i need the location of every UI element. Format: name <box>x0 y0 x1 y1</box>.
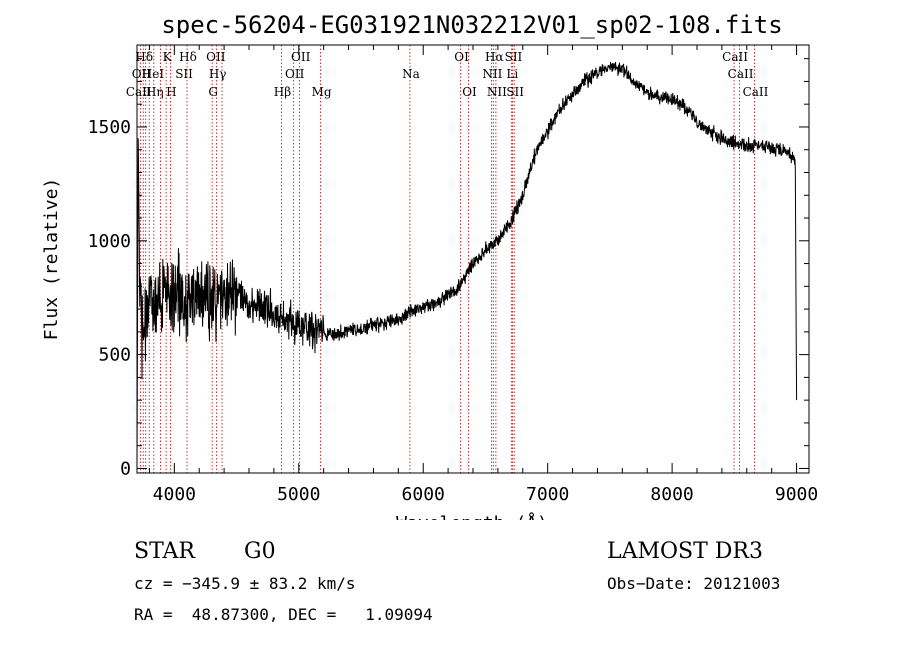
x-tick-label: 4000 <box>153 484 196 505</box>
y-axis: 0 500 1000 1500 <box>88 58 809 479</box>
marker-label: CaII <box>728 67 754 81</box>
marker-label: SII <box>505 50 523 64</box>
marker-label: NII <box>482 67 502 81</box>
marker-label: Mg <box>312 85 332 99</box>
marker-label: Hγ <box>209 67 227 81</box>
y-tick-label: 1500 <box>88 117 131 138</box>
marker-label: HeI <box>142 67 165 81</box>
y-tick-label: 1000 <box>88 231 131 252</box>
marker-label: H <box>166 85 176 99</box>
chart-title: spec-56204-EG031921N032212V01_sp02-108.f… <box>161 11 782 39</box>
survey-name: LAMOST DR3 <box>607 539 763 564</box>
x-tick-label: 6000 <box>402 484 445 505</box>
y-tick-label: 500 <box>98 345 131 366</box>
object-type: STAR <box>134 539 195 564</box>
marker-label: CaII <box>722 50 748 64</box>
marker-label: CaII <box>126 85 152 99</box>
marker-label: Hβ <box>274 85 291 99</box>
marker-label: Li <box>506 67 518 81</box>
y-axis-label: Flux (relative) <box>41 178 62 341</box>
obs-date: Obs−Date: 20121003 <box>607 574 781 593</box>
x-tick-label: 9000 <box>775 484 818 505</box>
marker-label: SII <box>175 67 193 81</box>
marker-label: K <box>163 50 173 64</box>
x-axis: 4000 5000 6000 7000 8000 9000 <box>148 45 818 505</box>
marker-label: SII <box>506 85 524 99</box>
marker-label: NII <box>487 85 507 99</box>
marker-label: Hη <box>146 85 164 99</box>
x-axis-label: Wavelength (Å) <box>396 512 548 520</box>
marker-label: OI <box>454 50 469 64</box>
marker-label: Hδ <box>135 50 153 64</box>
marker-label: OI <box>462 85 477 99</box>
marker-label: Hδ <box>179 50 197 64</box>
coordinates: RA = 48.87300, DEC = 1.09094 <box>134 605 433 624</box>
spectrum-plot: spec-56204-EG031921N032212V01_sp02-108.f… <box>41 11 818 534</box>
x-tick-label: 8000 <box>650 484 693 505</box>
marker-label: G <box>208 85 218 99</box>
marker-label: CaII <box>743 85 769 99</box>
spectrum-series <box>136 61 798 468</box>
marker-label: Na <box>402 67 420 81</box>
redshift-cz: cz = −345.9 ± 83.2 km/s <box>134 574 356 593</box>
marker-label: Hα <box>485 50 504 64</box>
marker-label: OII <box>285 67 305 81</box>
x-tick-label: 5000 <box>277 484 320 505</box>
y-tick-label: 0 <box>120 458 131 479</box>
marker-label: OII <box>206 50 226 64</box>
plot-frame <box>136 44 810 474</box>
x-tick-label: 7000 <box>526 484 569 505</box>
spectral-line-markers <box>139 45 755 473</box>
spectrum-line <box>136 61 798 468</box>
subclass: G0 <box>244 539 276 564</box>
marker-label: OII <box>291 50 311 64</box>
